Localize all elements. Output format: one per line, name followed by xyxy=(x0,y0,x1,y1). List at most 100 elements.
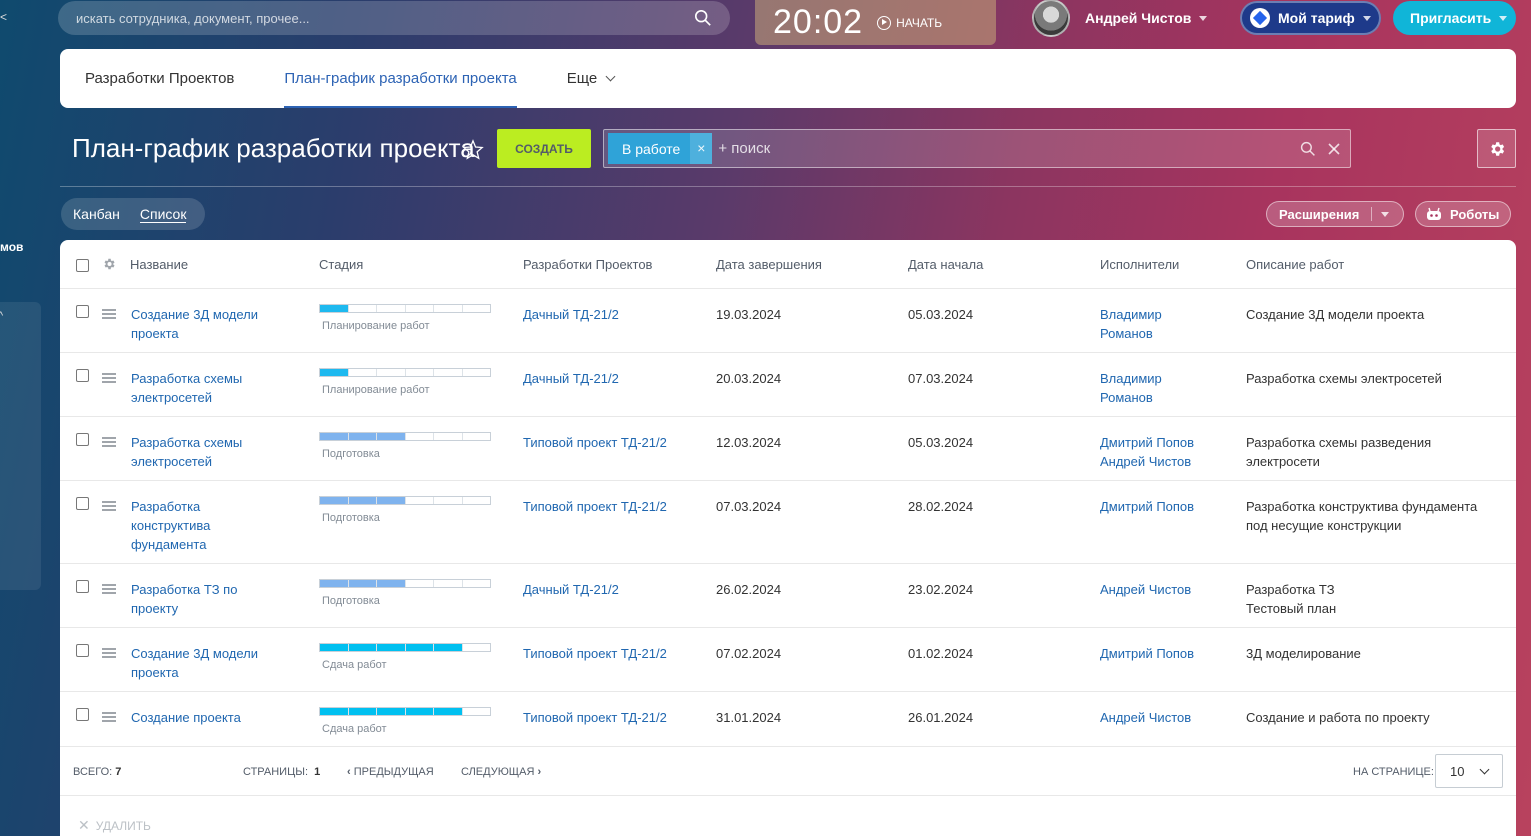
user-name[interactable]: Андрей Чистов xyxy=(1085,10,1192,26)
search-icon[interactable] xyxy=(1300,141,1316,157)
task-name-link[interactable]: Создание 3Д модели проекта xyxy=(131,307,259,341)
task-name-link[interactable]: Разработка схемы электросетей xyxy=(131,435,243,469)
task-name-link[interactable]: Разработка конструктива фундамента xyxy=(131,499,211,552)
star-icon[interactable] xyxy=(462,139,484,161)
end-date: 07.02.2024 xyxy=(716,646,782,661)
stage-segment xyxy=(349,433,377,440)
filter-search-box[interactable]: В работе × + поиск xyxy=(603,129,1351,168)
project-link[interactable]: Типовой проект ТД-21/2 xyxy=(523,435,667,450)
clear-icon[interactable] xyxy=(1328,142,1340,155)
row-menu-icon[interactable] xyxy=(102,648,116,658)
tab-project-developments[interactable]: Разработки Проектов xyxy=(85,70,235,87)
assignee-link[interactable]: Андрей Чистов xyxy=(1100,454,1192,469)
robots-label: Роботы xyxy=(1450,206,1500,222)
tab-project-schedule[interactable]: План-график разработки проекта xyxy=(284,49,518,108)
select-all-checkbox[interactable] xyxy=(76,259,89,272)
column-settings-gear-icon[interactable] xyxy=(102,257,116,271)
filter-search-input[interactable]: + поиск xyxy=(718,140,771,157)
global-search[interactable] xyxy=(58,1,730,35)
task-name-link[interactable]: Создание проекта xyxy=(131,710,241,725)
assignee-link[interactable]: Дмитрий Попов xyxy=(1100,435,1195,450)
project-link[interactable]: Типовой проект ТД-21/2 xyxy=(523,646,667,661)
assignee-link[interactable]: Андрей Чистов xyxy=(1100,582,1192,597)
stage-progress-bar[interactable] xyxy=(319,579,491,588)
filter-chip[interactable]: В работе × xyxy=(608,133,713,164)
task-name-link[interactable]: Разработка ТЗ по проекту xyxy=(131,582,238,616)
table-row[interactable]: Разработка конструктива фундамента Подгот… xyxy=(60,481,1516,564)
row-checkbox[interactable] xyxy=(76,644,89,657)
avatar[interactable] xyxy=(1032,0,1070,37)
column-header-name[interactable]: Название xyxy=(130,257,189,272)
tab-more[interactable]: Еще xyxy=(567,49,616,108)
view-kanban[interactable]: Канбан xyxy=(73,206,120,222)
stage-progress-bar[interactable] xyxy=(319,496,491,505)
row-checkbox[interactable] xyxy=(76,305,89,318)
column-header-end-date[interactable]: Дата завершения xyxy=(716,257,822,272)
stage-segment xyxy=(406,644,434,651)
row-checkbox[interactable] xyxy=(76,433,89,446)
start-date: 28.02.2024 xyxy=(908,499,974,514)
row-menu-icon[interactable] xyxy=(102,584,116,594)
settings-button[interactable] xyxy=(1477,129,1516,168)
assignee-link[interactable]: Владимир Романов xyxy=(1100,307,1162,341)
row-menu-icon[interactable] xyxy=(102,712,116,722)
collapse-arrow-icon[interactable]: < xyxy=(0,10,8,24)
header-divider xyxy=(60,186,1516,187)
table-row[interactable]: Создание 3Д модели проекта Сдача работ Тип… xyxy=(60,628,1516,692)
prev-page-link[interactable]: ‹ ПРЕДЫДУЩАЯ xyxy=(347,766,434,778)
assignee-link[interactable]: Андрей Чистов xyxy=(1100,710,1192,725)
table-row[interactable]: Разработка схемы электросетей Подготовка Т… xyxy=(60,417,1516,481)
row-checkbox[interactable] xyxy=(76,369,89,382)
robots-button[interactable]: Роботы xyxy=(1415,201,1511,227)
column-header-assignees[interactable]: Исполнители xyxy=(1100,257,1180,272)
task-name-link[interactable]: Создание 3Д модели проекта xyxy=(131,646,259,680)
project-link[interactable]: Типовой проект ТД-21/2 xyxy=(523,710,667,725)
per-page-select[interactable]: 10 xyxy=(1435,754,1503,788)
next-page-link[interactable]: СЛЕДУЮЩАЯ › xyxy=(461,766,541,778)
stage-segment xyxy=(406,497,434,504)
assignee-link[interactable]: Владимир Романов xyxy=(1100,371,1162,405)
row-checkbox[interactable] xyxy=(76,497,89,510)
row-checkbox[interactable] xyxy=(76,580,89,593)
table-row[interactable]: Разработка ТЗ по проекту Подготовка Дачный… xyxy=(60,564,1516,628)
end-date: 19.03.2024 xyxy=(716,307,782,322)
stage-progress-bar[interactable] xyxy=(319,707,491,716)
stage-progress-bar[interactable] xyxy=(319,643,491,652)
row-menu-icon[interactable] xyxy=(102,373,116,383)
delete-button[interactable]: ✕ УДАЛИТЬ xyxy=(78,817,151,834)
project-link[interactable]: Дачный ТД-21/2 xyxy=(523,371,619,386)
assignee-link[interactable]: Дмитрий Попов xyxy=(1100,499,1195,514)
user-menu[interactable]: Андрей Чистов xyxy=(1032,0,1208,37)
project-link[interactable]: Дачный ТД-21/2 xyxy=(523,582,619,597)
task-name-link[interactable]: Разработка схемы электросетей xyxy=(131,371,243,405)
column-header-description[interactable]: Описание работ xyxy=(1246,257,1345,272)
my-tariff-button[interactable]: Мой тариф xyxy=(1240,1,1381,35)
chevron-down-icon[interactable] xyxy=(1381,211,1390,217)
row-menu-icon[interactable] xyxy=(102,437,116,447)
start-workday-button[interactable]: НАЧАТЬ xyxy=(877,15,942,30)
row-menu-icon[interactable] xyxy=(102,501,116,511)
project-link[interactable]: Типовой проект ТД-21/2 xyxy=(523,499,667,514)
create-button[interactable]: СОЗДАТЬ xyxy=(497,129,591,168)
table-row[interactable]: Создание 3Д модели проекта Планирование р… xyxy=(60,289,1516,353)
row-menu-icon[interactable] xyxy=(102,309,116,319)
stage-progress-bar[interactable] xyxy=(319,432,491,441)
table-row[interactable]: Создание проекта Сдача работ Типовой проек… xyxy=(60,692,1516,747)
invite-button[interactable]: Пригласить xyxy=(1393,1,1516,35)
project-link[interactable]: Дачный ТД-21/2 xyxy=(523,307,619,322)
row-checkbox[interactable] xyxy=(76,708,89,721)
column-header-start-date[interactable]: Дата начала xyxy=(908,257,984,272)
table-row[interactable]: Разработка схемы электросетей Планировани… xyxy=(60,353,1516,417)
view-list[interactable]: Список xyxy=(139,205,187,223)
chevron-up-icon[interactable]: ^ xyxy=(0,310,4,322)
stage-segment xyxy=(434,433,463,440)
stage-progress-bar[interactable] xyxy=(319,368,491,377)
assignee-link[interactable]: Дмитрий Попов xyxy=(1100,646,1195,661)
stage-progress-bar[interactable] xyxy=(319,304,491,313)
column-header-project[interactable]: Разработки Проектов xyxy=(523,257,653,272)
extensions-button[interactable]: Расширения xyxy=(1266,201,1404,227)
column-header-stage[interactable]: Стадия xyxy=(319,257,364,272)
search-input[interactable] xyxy=(76,10,694,26)
remove-filter-icon[interactable]: × xyxy=(690,133,713,164)
search-icon[interactable] xyxy=(694,9,712,27)
